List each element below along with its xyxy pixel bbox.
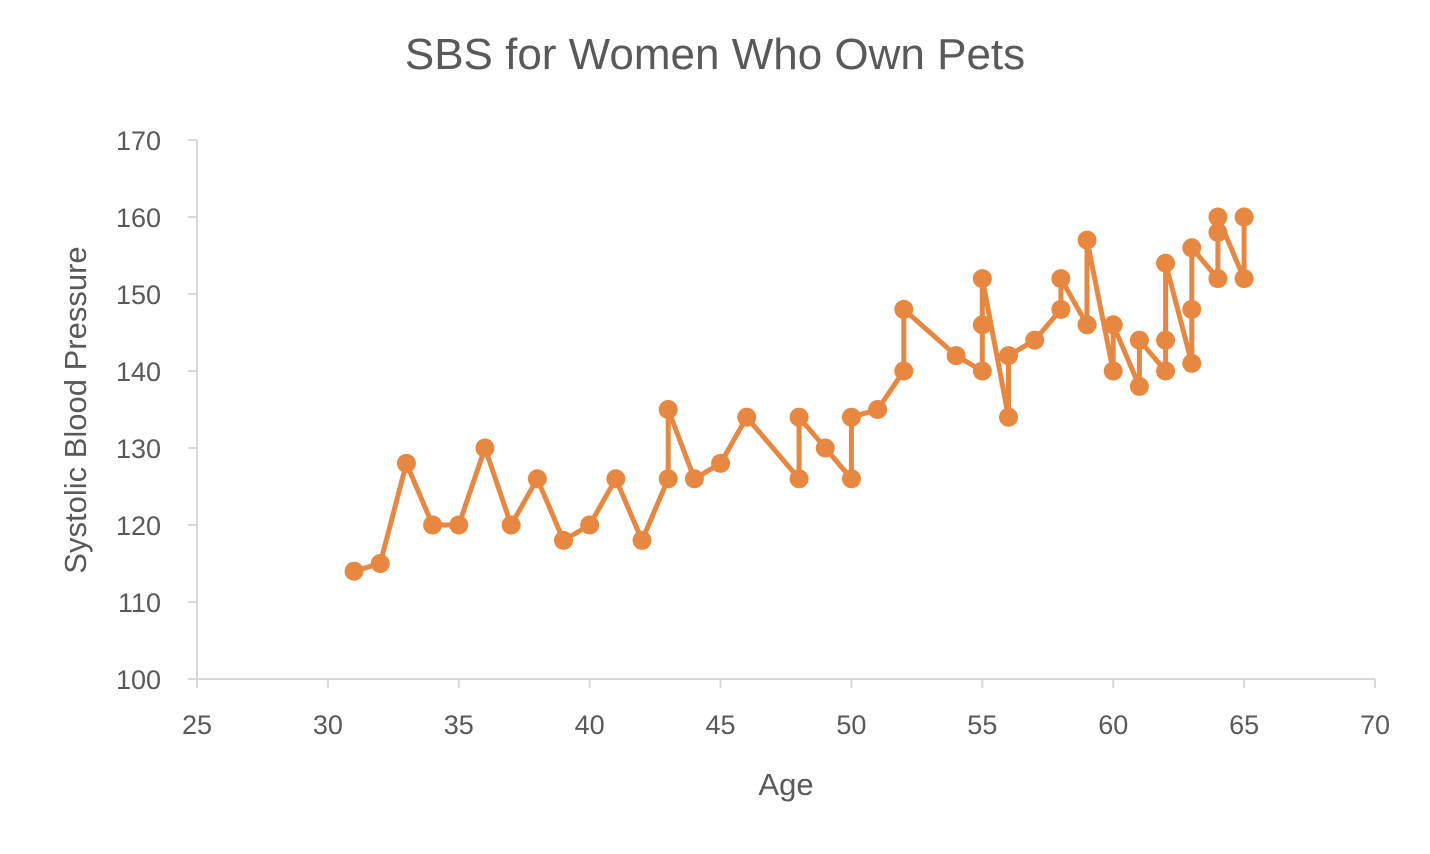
data-point [1129, 330, 1149, 350]
data-point [501, 515, 521, 535]
data-point [972, 361, 992, 381]
x-tick-label: 55 [967, 710, 997, 740]
y-tick-label: 110 [118, 588, 161, 618]
x-tick-label: 35 [444, 710, 474, 740]
data-point [1182, 238, 1202, 258]
x-tick-label: 45 [706, 710, 736, 740]
data-point [1051, 299, 1071, 319]
data-point [1208, 207, 1228, 227]
data-point [999, 346, 1019, 366]
data-point [1156, 361, 1176, 381]
series-line [351, 214, 1247, 574]
data-point [1156, 330, 1176, 350]
data-point [1077, 315, 1097, 335]
data-point [527, 469, 547, 489]
data-point [946, 346, 966, 366]
data-point [972, 269, 992, 289]
data-point [1182, 353, 1202, 373]
data-point [894, 299, 914, 319]
data-point [1103, 315, 1123, 335]
x-tick-label: 30 [313, 710, 343, 740]
y-axis-title: Systolic Blood Pressure [58, 246, 93, 573]
data-point [1051, 269, 1071, 289]
data-point [1208, 222, 1228, 242]
data-point [475, 438, 495, 458]
data-point [972, 315, 992, 335]
data-point [396, 453, 416, 473]
data-point [684, 469, 704, 489]
data-point [658, 400, 678, 419]
data-point [711, 453, 731, 473]
y-tick-label: 170 [116, 126, 161, 156]
y-tick-label: 100 [116, 665, 161, 695]
y-tick-label: 160 [116, 203, 161, 233]
axes: 100 110 120 130 140 150 160 170 25 30 35 40 45 50 55 60… [116, 126, 1390, 740]
data-point [423, 515, 443, 535]
y-tick-label: 140 [116, 357, 161, 387]
data-point [815, 438, 835, 458]
x-tick-label: 25 [182, 710, 212, 740]
data-point [632, 530, 652, 550]
data-point [1234, 269, 1254, 289]
series-layer [344, 207, 1254, 581]
data-point [658, 469, 678, 489]
x-tick-label: 65 [1229, 710, 1259, 740]
x-tick-label: 40 [575, 710, 605, 740]
x-tick-label: 60 [1098, 710, 1128, 740]
x-axis-title: Age [758, 767, 813, 802]
y-tick-label: 130 [116, 434, 161, 464]
data-point [1025, 330, 1045, 350]
data-point [1129, 376, 1149, 396]
x-tick-label: 70 [1360, 710, 1390, 740]
data-point [999, 407, 1019, 427]
data-point [1182, 299, 1202, 319]
chart-title: SBS for Women Who Own Pets [404, 30, 1026, 79]
data-point [841, 469, 861, 489]
data-point [789, 469, 809, 489]
data-point [1103, 361, 1123, 381]
data-point [580, 515, 600, 535]
data-point [1208, 269, 1228, 289]
data-point [841, 407, 861, 427]
data-point [789, 407, 809, 427]
data-point [1077, 230, 1097, 250]
data-point [894, 361, 914, 381]
data-point [1156, 253, 1176, 273]
data-point [344, 561, 364, 581]
data-point [370, 554, 390, 573]
data-point [553, 530, 573, 550]
y-tick-label: 120 [116, 511, 161, 541]
data-point [449, 515, 469, 535]
data-point [868, 400, 888, 419]
data-point [606, 469, 626, 489]
x-tick-label: 50 [836, 710, 866, 740]
y-tick-label: 150 [116, 280, 161, 310]
data-point [737, 407, 757, 427]
data-point [1234, 207, 1254, 227]
